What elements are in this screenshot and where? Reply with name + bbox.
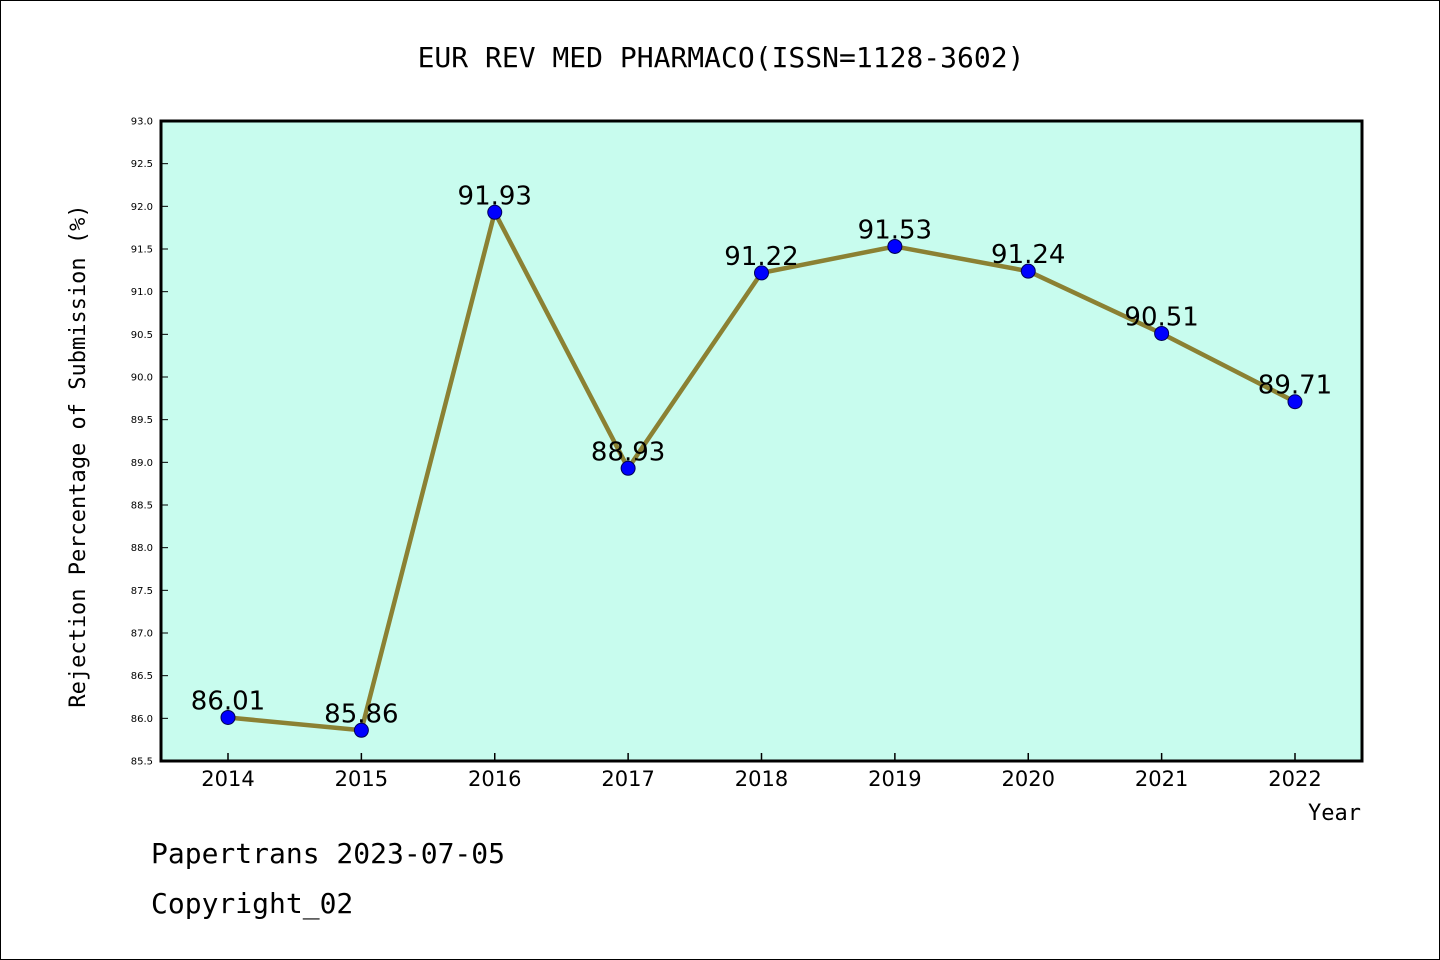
data-point xyxy=(353,722,369,738)
y-tick-label: 89.5 xyxy=(131,415,153,426)
y-tick-label: 92.5 xyxy=(131,159,153,170)
data-point xyxy=(220,709,236,725)
data-point xyxy=(887,238,903,254)
x-tick-label: 2014 xyxy=(201,767,254,791)
data-label: 86.01 xyxy=(191,686,265,716)
y-tick-label: 88.0 xyxy=(131,543,153,554)
footer-copyright-line: Copyright_02 xyxy=(151,887,354,920)
x-tick-label: 2020 xyxy=(1002,767,1055,791)
x-axis-title: Year xyxy=(1308,801,1361,826)
x-tick-label: 2019 xyxy=(868,767,921,791)
y-tick-label: 86.5 xyxy=(131,671,153,682)
x-tick-label: 2022 xyxy=(1268,767,1321,791)
y-tick-label: 86.0 xyxy=(131,714,153,725)
plot-border xyxy=(159,119,1364,763)
data-point xyxy=(1287,394,1303,410)
y-axis-title: Rejection Percentage of Submission (%) xyxy=(66,204,91,707)
data-labels: 86.01 85.86 91.93 88.93 91.22 91.53 91.24 90.51… xyxy=(191,181,1332,729)
y-tick-label: 91.0 xyxy=(131,287,153,298)
y-tick-label: 92.0 xyxy=(131,202,153,213)
x-tick-label: 2017 xyxy=(601,767,654,791)
data-point xyxy=(1154,325,1170,341)
data-label: 85.86 xyxy=(324,699,398,729)
x-tick-label: 2015 xyxy=(335,767,388,791)
y-tick-label: 93.0 xyxy=(131,117,153,128)
data-label: 91.93 xyxy=(458,181,532,211)
y-tick-label: 90.0 xyxy=(131,373,153,384)
y-tick-label: 88.5 xyxy=(131,501,153,512)
y-tick-label: 89.0 xyxy=(131,458,153,469)
y-tick-label: 91.5 xyxy=(131,245,153,256)
data-label: 90.51 xyxy=(1124,302,1198,332)
y-tick-label: 87.0 xyxy=(131,629,153,640)
y-tick-label: 85.5 xyxy=(131,757,153,768)
plot-area xyxy=(161,121,1362,761)
x-tick-label: 2018 xyxy=(735,767,788,791)
data-point xyxy=(1020,263,1036,279)
y-tick-label: 87.5 xyxy=(131,586,153,597)
data-point xyxy=(487,204,503,220)
y-axis-ticks: 85.5 86.0 86.5 87.0 87.5 88.0 88.5 89.0 89.5 90.0… xyxy=(131,117,168,768)
data-label: 89.71 xyxy=(1258,371,1332,401)
x-tick-label: 2016 xyxy=(468,767,521,791)
footer-date-line: Papertrans 2023-07-05 xyxy=(151,837,506,870)
data-label: 91.53 xyxy=(858,215,932,245)
data-point xyxy=(620,460,636,476)
chart-title: EUR REV MED PHARMACO(ISSN=1128-3602) xyxy=(418,41,1025,74)
data-label: 91.24 xyxy=(991,240,1065,270)
data-point xyxy=(754,265,769,281)
x-tick-label: 2021 xyxy=(1135,767,1188,791)
data-label: 91.22 xyxy=(724,242,798,272)
data-markers xyxy=(220,204,1303,738)
data-label: 88.93 xyxy=(591,437,665,467)
x-axis-ticks: 2014 2015 2016 2017 2018 2019 2020 2021 2022 xyxy=(201,753,1322,791)
y-tick-label: 90.5 xyxy=(131,330,153,341)
